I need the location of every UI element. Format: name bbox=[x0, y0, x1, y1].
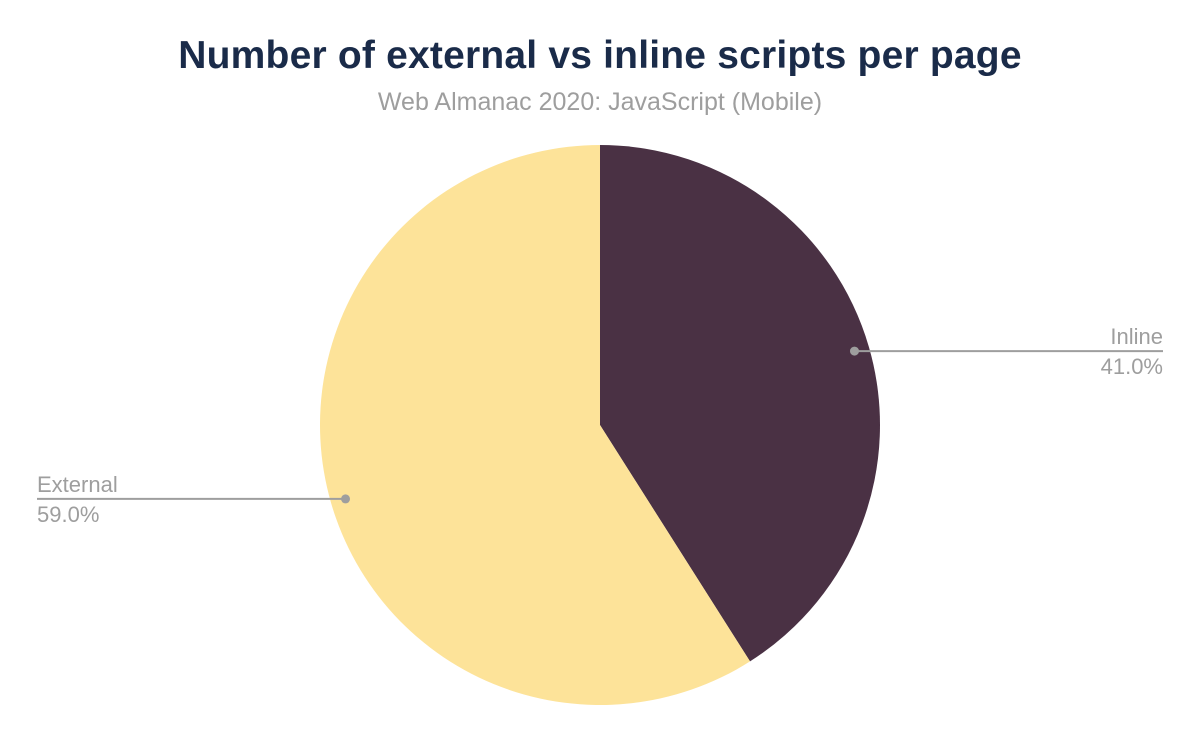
slice-label-external: External bbox=[37, 472, 118, 497]
slice-value-external: 59.0% bbox=[37, 502, 99, 527]
pie-slice-external[interactable] bbox=[319, 145, 751, 705]
pie-slice-inline[interactable] bbox=[600, 145, 880, 662]
leader-dot-external bbox=[341, 494, 351, 504]
chart-title: Number of external vs inline scripts per… bbox=[178, 34, 1022, 77]
slice-value-inline: 41.0% bbox=[1101, 354, 1163, 379]
slice-label-inline: Inline bbox=[1110, 324, 1163, 349]
chart-subtitle: Web Almanac 2020: JavaScript (Mobile) bbox=[377, 88, 823, 116]
leader-dot-inline bbox=[849, 346, 859, 356]
